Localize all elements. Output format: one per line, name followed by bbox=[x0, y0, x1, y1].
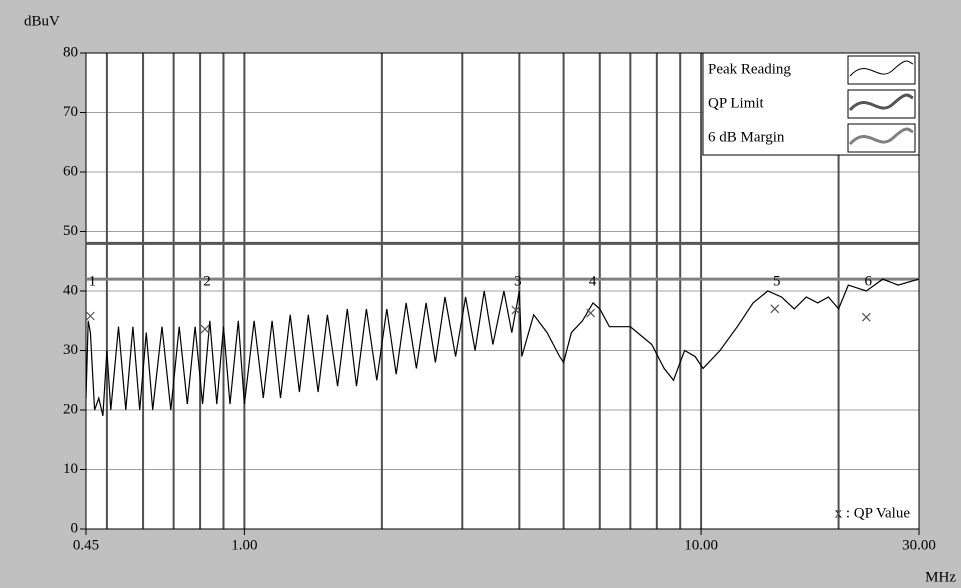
legend-label: Peak Reading bbox=[708, 61, 791, 77]
y-tick-label: 0 bbox=[71, 520, 79, 536]
qp-marker bbox=[586, 308, 596, 318]
qp-marker bbox=[770, 304, 780, 314]
legend-swatch bbox=[848, 127, 914, 146]
qp-label: 3 bbox=[514, 274, 522, 290]
qp-label: 4 bbox=[589, 274, 597, 290]
x-tick-label: 10.00 bbox=[684, 537, 718, 553]
qp-label: 5 bbox=[773, 274, 781, 290]
y-tick-label: 10 bbox=[63, 461, 78, 477]
y-tick-label: 30 bbox=[63, 342, 78, 358]
y-tick-label: 60 bbox=[63, 163, 78, 179]
x-tick-label: 30.00 bbox=[902, 537, 936, 553]
series-line bbox=[85, 278, 920, 417]
legend-swatch bbox=[848, 93, 914, 112]
qp-label: 1 bbox=[89, 274, 97, 290]
y-tick-label: 70 bbox=[63, 104, 78, 120]
x-tick-label: 0.45 bbox=[73, 537, 99, 553]
qp-marker bbox=[511, 305, 521, 315]
qp-marker bbox=[861, 312, 871, 322]
y-axis-label: dBuV bbox=[24, 13, 60, 29]
legend-label: 6 dB Margin bbox=[708, 129, 785, 145]
qp-marker bbox=[200, 324, 210, 334]
y-tick-label: 80 bbox=[63, 44, 78, 60]
legend-label: QP Limit bbox=[708, 95, 765, 111]
qp-label: 6 bbox=[865, 274, 873, 290]
x-axis-label: MHz bbox=[925, 569, 956, 585]
y-tick-label: 50 bbox=[63, 223, 78, 239]
legend-swatch bbox=[849, 60, 914, 77]
y-tick-label: 40 bbox=[63, 282, 78, 298]
x-tick-label: 1.00 bbox=[231, 537, 257, 553]
y-tick-label: 20 bbox=[63, 401, 78, 417]
legend-swatch-box bbox=[847, 55, 916, 85]
qp-marker bbox=[85, 311, 95, 321]
plot-frame bbox=[85, 52, 920, 530]
annotation: x : QP Value bbox=[835, 505, 911, 521]
qp-label: 2 bbox=[203, 274, 211, 290]
